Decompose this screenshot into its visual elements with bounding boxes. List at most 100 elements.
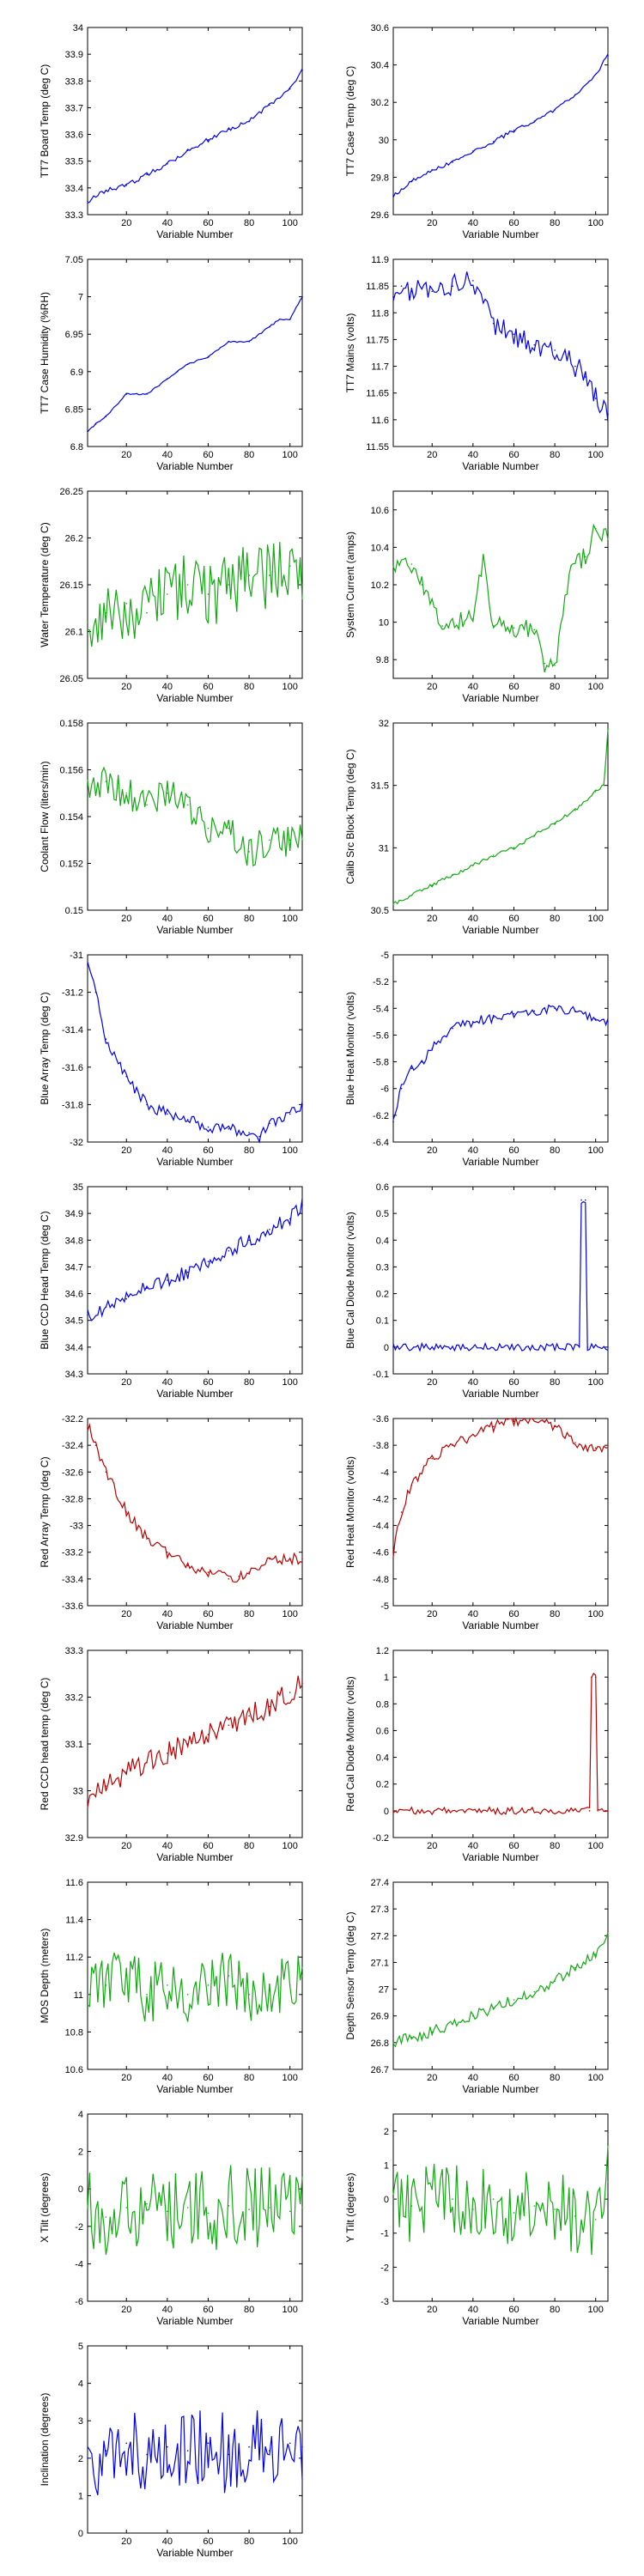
data-series-line xyxy=(87,297,303,433)
y-axis-label: System Current (amps) xyxy=(344,532,356,638)
x-tick-label: 60 xyxy=(508,914,519,924)
x-tick-label: 20 xyxy=(121,2537,131,2547)
y-tick-label: 27.3 xyxy=(371,1905,389,1915)
plot-frame xyxy=(87,258,303,447)
x-tick-label: 100 xyxy=(588,1841,604,1851)
data-point xyxy=(431,168,434,171)
plot-frame xyxy=(87,1418,303,1607)
data-point xyxy=(301,1205,303,1206)
x-tick-label: 20 xyxy=(121,1609,131,1619)
data-point xyxy=(482,301,484,303)
data-point xyxy=(94,1444,97,1446)
data-point xyxy=(533,1010,536,1012)
x-tick-label: 60 xyxy=(203,682,213,692)
y-tick-label: 3 xyxy=(78,2416,83,2427)
data-point xyxy=(544,662,545,665)
y-tick-label: 33.4 xyxy=(65,184,83,194)
data-point xyxy=(431,884,434,886)
data-point xyxy=(105,190,107,191)
data-point xyxy=(87,2207,88,2208)
data-point xyxy=(167,163,168,165)
data-point xyxy=(392,565,394,567)
plot-frame xyxy=(392,1418,609,1607)
chart-panel-18: 20 40 60 80 100 26.7 26.8 26.9 27 27.1 27.2 27.3 27.… xyxy=(344,1878,609,2095)
data-point xyxy=(594,1953,597,1955)
data-point xyxy=(594,1018,597,1020)
x-tick-label: 40 xyxy=(468,450,478,460)
data-point xyxy=(186,1271,189,1273)
data-point xyxy=(289,1984,291,1986)
data-point xyxy=(580,1199,582,1201)
data-point xyxy=(125,603,128,605)
x-tick-label: 80 xyxy=(550,2305,560,2315)
data-point xyxy=(87,1994,88,1996)
data-point xyxy=(554,664,556,666)
data-point xyxy=(472,864,474,866)
x-tick-label: 60 xyxy=(508,1841,519,1851)
data-point xyxy=(279,318,281,320)
y-tick-label: 31 xyxy=(379,843,389,854)
data-point xyxy=(146,2453,148,2456)
x-tick-label: 20 xyxy=(121,2073,131,2083)
x-axis-label: Variable Number xyxy=(156,2083,233,2095)
data-point xyxy=(400,1087,403,1090)
data-point xyxy=(452,2198,453,2200)
y-tick-label: -5.8 xyxy=(373,1058,389,1068)
data-point xyxy=(574,365,576,368)
data-point xyxy=(591,1676,592,1678)
x-tick-label: 100 xyxy=(283,218,298,228)
data-point xyxy=(125,1975,128,1977)
data-point xyxy=(289,318,291,320)
y-tick-label: 33.7 xyxy=(65,103,83,113)
data-point xyxy=(607,1444,609,1446)
data-point xyxy=(207,2212,210,2215)
y-tick-label: -31.8 xyxy=(62,1100,83,1110)
y-tick-label: 10.4 xyxy=(371,543,389,553)
x-tick-label: 20 xyxy=(121,914,131,924)
data-point xyxy=(392,902,394,905)
data-point xyxy=(289,2210,291,2213)
data-point xyxy=(289,1558,291,1560)
plot-frame xyxy=(87,1881,303,2070)
y-axis-label: Blue Array Temp (deg C) xyxy=(39,992,51,1104)
y-tick-label: 29.6 xyxy=(371,210,389,221)
data-point xyxy=(472,617,474,620)
x-axis-label: Variable Number xyxy=(462,460,538,472)
x-tick-label: 40 xyxy=(162,1377,173,1388)
data-point xyxy=(472,2208,474,2210)
x-tick-label: 40 xyxy=(162,1841,173,1851)
data-point xyxy=(207,1734,210,1735)
data-point xyxy=(554,822,556,824)
data-series-line xyxy=(392,271,609,422)
data-point xyxy=(146,173,148,176)
data-point xyxy=(248,341,250,343)
data-point xyxy=(392,2042,394,2044)
data-point xyxy=(482,556,484,558)
y-tick-label: 0.3 xyxy=(376,1262,389,1273)
data-point xyxy=(607,413,609,416)
data-point xyxy=(146,1103,148,1106)
data-point xyxy=(431,1048,434,1049)
y-axis-label: Red Heat Monitor (volts) xyxy=(344,1456,356,1568)
data-series-line xyxy=(392,728,609,905)
x-tick-label: 80 xyxy=(244,2073,254,2083)
y-tick-label: -6.4 xyxy=(373,1138,389,1148)
y-tick-label: -33.2 xyxy=(62,1548,83,1558)
chart-panel-9: 20 40 60 80 100 -32 -31.8 -31.6 -31.4 -31.2 -31 Var… xyxy=(39,951,303,1168)
data-point xyxy=(431,2188,434,2190)
y-tick-label: 33.3 xyxy=(65,1646,83,1656)
data-point xyxy=(94,991,97,993)
data-point xyxy=(228,1127,230,1130)
data-point xyxy=(105,1306,107,1308)
chart-panel-8: 20 40 60 80 100 30.5 31 31.5 32 Variable Number Ca… xyxy=(344,719,609,936)
y-tick-label: -5.2 xyxy=(373,977,389,987)
y-tick-label: 0.5 xyxy=(376,1209,389,1219)
x-tick-label: 20 xyxy=(427,2305,437,2315)
y-tick-label: 0.2 xyxy=(376,1780,389,1790)
data-point xyxy=(167,1113,168,1115)
data-point xyxy=(105,2216,107,2218)
data-point xyxy=(410,2036,413,2038)
data-point xyxy=(554,2208,556,2210)
data-point xyxy=(585,376,586,378)
chart-panel-11: 20 40 60 80 100 34.3 34.4 34.5 34.6 34.7 34.8 34.9 3… xyxy=(39,1182,303,1400)
